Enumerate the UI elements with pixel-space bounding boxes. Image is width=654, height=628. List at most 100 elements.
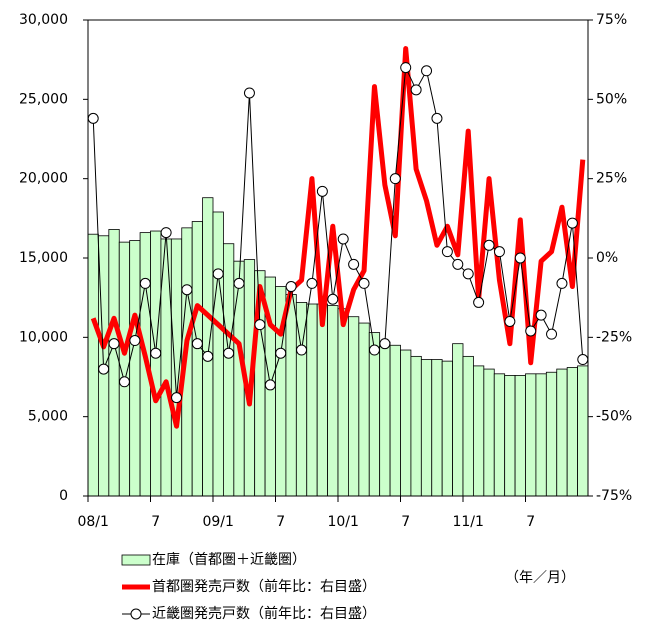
marker: [348, 258, 360, 270]
marker: [493, 246, 505, 258]
bar: [337, 308, 349, 497]
marker: [441, 246, 453, 258]
marker: [421, 65, 433, 77]
bar: [400, 349, 412, 497]
legend-label: 近畿圏発売戸数（前年比：右目盛）: [152, 605, 376, 622]
marker: [139, 277, 151, 289]
bar: [410, 355, 422, 497]
marker: [577, 354, 589, 366]
marker: [306, 277, 318, 289]
marker: [358, 277, 370, 289]
y-tick-label: 25,000: [19, 91, 68, 107]
bar: [87, 233, 99, 497]
bar: [441, 360, 453, 497]
legend-marker: [130, 608, 142, 620]
legend-label: 在庫（首都圏＋近畿圏）: [152, 551, 306, 568]
marker: [514, 252, 526, 264]
x-tick-label: 7: [276, 514, 285, 530]
marker: [327, 293, 339, 305]
bar: [504, 375, 516, 497]
x-tick-label: 10/1: [327, 514, 358, 530]
bar: [202, 197, 214, 497]
bar: [577, 365, 589, 497]
bar: [129, 240, 141, 497]
unit-note: （年／月）: [505, 570, 575, 586]
y-tick-label: 5,000: [28, 409, 68, 425]
marker: [108, 338, 120, 350]
bar: [295, 302, 308, 497]
bar: [327, 305, 339, 497]
y-tick-label: 0: [59, 488, 68, 504]
marker: [556, 277, 568, 289]
marker: [118, 376, 130, 388]
marker: [202, 350, 214, 362]
marker: [129, 335, 141, 347]
x-tick-label: 11/1: [452, 514, 483, 530]
marker: [233, 277, 245, 289]
marker: [389, 173, 401, 185]
marker: [150, 347, 162, 359]
y2-tick-label: -75%: [596, 488, 632, 504]
y2-tick-label: 75%: [596, 12, 627, 28]
marker: [566, 217, 578, 229]
bar: [316, 303, 328, 497]
x-tick-label: 7: [401, 514, 410, 530]
bar: [473, 365, 485, 497]
marker: [191, 338, 203, 350]
marker: [535, 309, 547, 321]
marker: [400, 62, 412, 74]
marker: [212, 268, 224, 280]
marker: [337, 233, 349, 245]
bar: [212, 211, 224, 497]
marker: [275, 347, 287, 359]
y2-tick-label: 0%: [596, 250, 618, 266]
line: [92, 67, 584, 399]
bar: [420, 359, 433, 497]
marker: [181, 284, 193, 296]
marker: [223, 347, 235, 359]
bar: [379, 341, 391, 497]
bar: [483, 368, 495, 497]
bar: [566, 367, 578, 497]
marker: [171, 392, 183, 404]
marker: [546, 328, 558, 340]
bar: [431, 359, 443, 497]
bar: [493, 373, 506, 497]
bar: [556, 368, 568, 497]
bar: [389, 344, 401, 497]
bar: [462, 355, 474, 497]
marker: [160, 227, 172, 239]
marker: [98, 363, 110, 375]
y-tick-label: 20,000: [19, 171, 68, 187]
marker: [264, 379, 276, 391]
bar: [150, 230, 162, 497]
bar: [170, 238, 183, 497]
bar: [285, 294, 297, 497]
bar: [223, 243, 235, 497]
bar: [368, 332, 381, 497]
marker: [473, 296, 485, 308]
marker: [483, 239, 495, 251]
y-tick-label: 10,000: [19, 329, 68, 345]
legend-label: 首都圏発売戸数（前年比：右目盛）: [152, 578, 376, 595]
marker: [368, 344, 380, 356]
y2-tick-label: -25%: [596, 329, 632, 345]
bar: [452, 343, 464, 497]
marker: [462, 268, 474, 280]
bar: [348, 316, 360, 497]
bar: [191, 221, 203, 497]
bar: [514, 375, 526, 497]
legend-swatch: [121, 554, 151, 566]
y2-tick-label: 25%: [596, 171, 627, 187]
y-tick-label: 30,000: [19, 12, 68, 28]
y2-tick-label: 50%: [596, 91, 627, 107]
x-tick-label: 09/1: [202, 514, 233, 530]
bar: [358, 322, 370, 497]
marker: [431, 112, 443, 124]
y2-tick-label: -50%: [596, 409, 632, 425]
marker: [285, 281, 297, 293]
bar: [108, 229, 120, 497]
marker: [254, 319, 266, 331]
marker: [410, 84, 422, 96]
